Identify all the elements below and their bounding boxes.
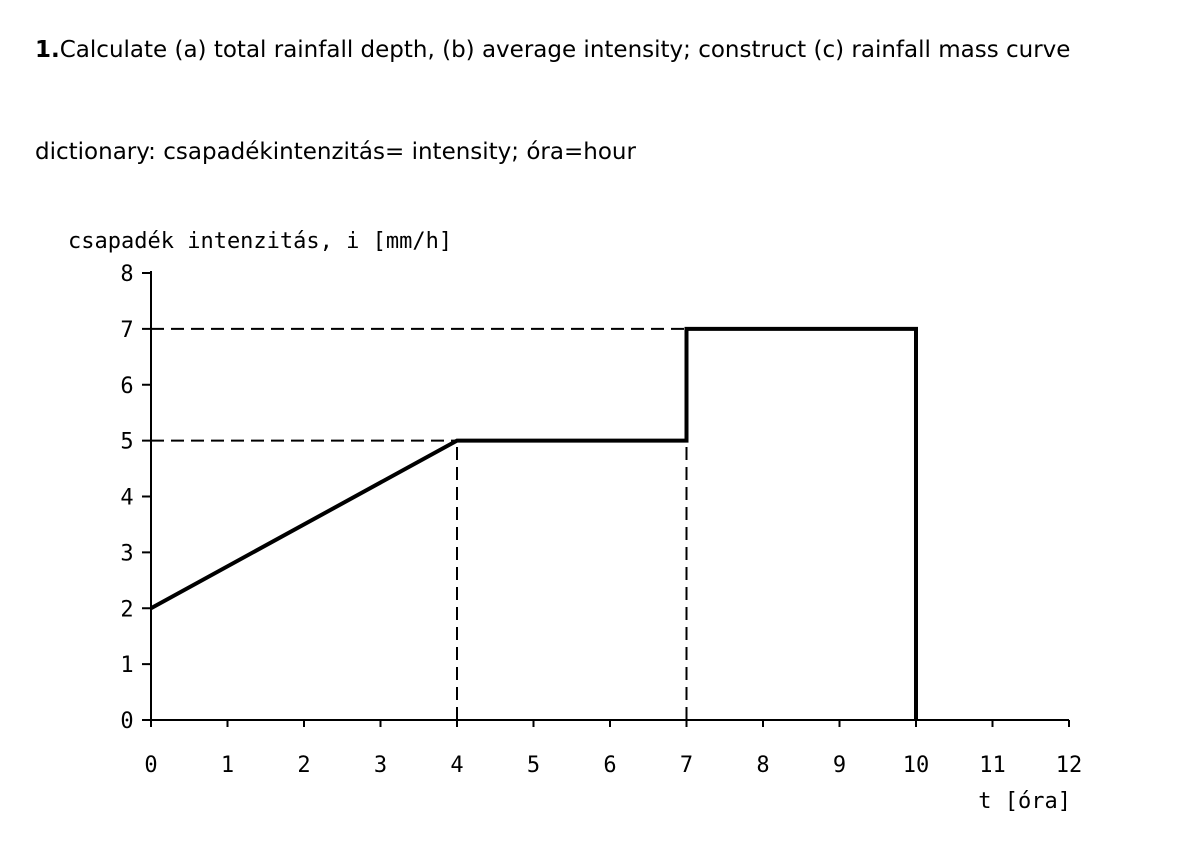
y-tick-label: 6: [120, 374, 133, 399]
x-tick-label: 3: [374, 753, 387, 778]
dictionary-line: dictionary: csapadékintenzitás= intensit…: [35, 139, 636, 165]
y-tick-label: 8: [120, 262, 133, 287]
x-tick-label: 10: [903, 753, 930, 778]
chart-axes: [142, 271, 1070, 727]
x-tick-label: 6: [603, 753, 616, 778]
data-series: [150, 326, 918, 720]
intensity-series-line: [150, 326, 918, 720]
y-tick-label: 2: [120, 597, 133, 622]
question-number: 1.: [35, 37, 60, 63]
x-axis-label: t [óra]: [978, 789, 1071, 814]
y-tick-label: 3: [120, 541, 133, 566]
x-tick-label: 5: [527, 753, 540, 778]
x-tick-label: 7: [680, 753, 693, 778]
y-tick-label: 0: [120, 709, 133, 734]
y-tick-label: 5: [120, 430, 133, 455]
x-tick-label: 12: [1056, 753, 1083, 778]
question-body: Calculate (a) total rainfall depth, (b) …: [59, 37, 1071, 63]
y-axis-label: csapadék intenzitás, i [mm/h]: [68, 229, 452, 254]
x-tick-label: 4: [450, 753, 463, 778]
y-tick-label: 1: [120, 653, 133, 678]
y-tick-label: 7: [120, 318, 133, 343]
reference-lines: [151, 327, 688, 720]
x-tick-label: 2: [297, 753, 310, 778]
x-tick-label: 11: [979, 753, 1006, 778]
x-tick-label: 8: [756, 753, 769, 778]
x-tick-label: 9: [833, 753, 846, 778]
y-tick-label: 4: [120, 486, 133, 511]
x-tick-label: 1: [221, 753, 234, 778]
x-tick-label: 0: [144, 753, 157, 778]
question-text: 1.Calculate (a) total rainfall depth, (b…: [35, 33, 1075, 67]
